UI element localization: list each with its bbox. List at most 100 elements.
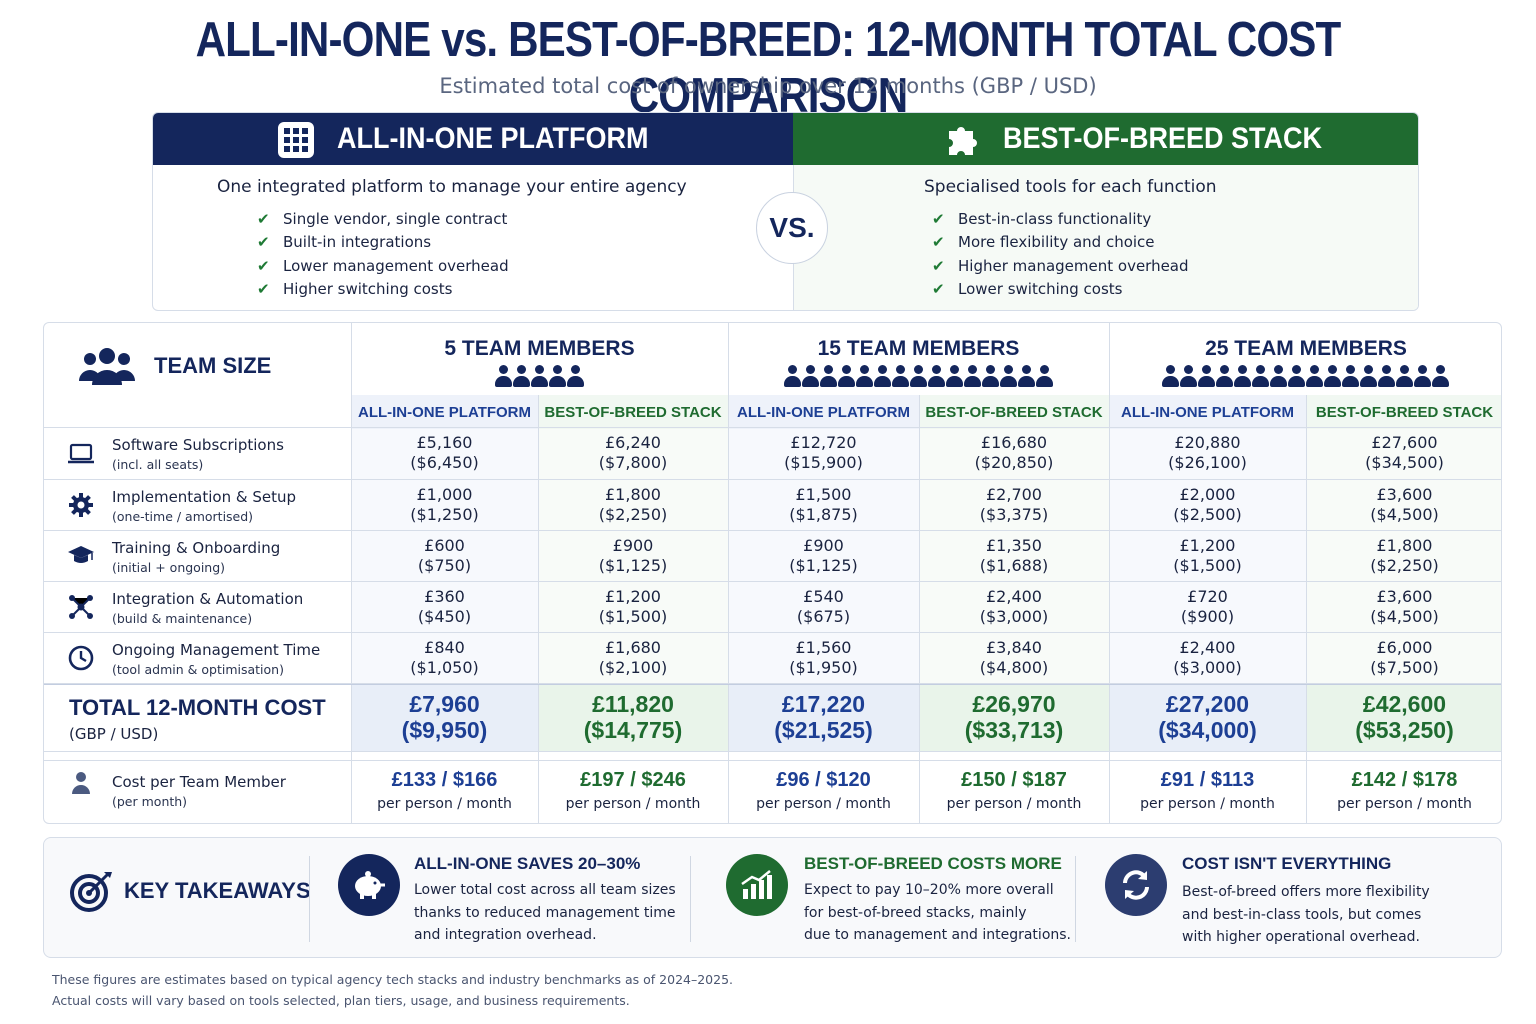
person-icon [1180,365,1197,389]
grid-line [44,479,1501,480]
person-icon [549,365,566,389]
person-icon [531,365,548,389]
column-background [919,427,1109,683]
grid-line [44,530,1501,531]
best-of-breed-heading: BEST-OF-BREED STACK [1003,122,1323,155]
per-member-cell: £197 / $246 per person / month [565,769,701,812]
row-subtitle: (one-time / amortised) [112,509,254,524]
table-cell: £2,000 ($2,500) [1173,485,1242,524]
person-icon [495,365,512,389]
column-header-best-of-breed: BEST-OF-BREED STACK [1306,395,1501,429]
table-cell: £2,400 ($3,000) [979,587,1049,626]
table-cell: £5,160 ($6,450) [410,433,479,472]
table-cell: £3,600 ($4,500) [1370,485,1439,524]
person-icon [928,365,945,389]
table-cell: £1,560 ($1,950) [789,638,858,677]
person-icon [1162,365,1179,389]
table-cell: £600 ($750) [417,536,472,575]
grid-line [44,760,1501,761]
list-item: ✔ Built-in integrations [257,233,432,252]
table-cell: £840 ($1,050) [410,638,479,677]
column-background [1109,427,1306,683]
row-label: Ongoing Management Time (tool admin & opt… [112,641,320,677]
grid-line [44,632,1501,633]
comparison-panel: ALL-IN-ONE PLATFORM BEST-OF-BREED STACK … [152,112,1419,311]
row-title: Implementation & Setup [112,488,296,506]
person-icon [1432,365,1449,389]
check-icon: ✔ [932,280,945,299]
column-header-all-in-one: ALL-IN-ONE PLATFORM [351,395,538,429]
table-cell: £360 ($450) [417,587,472,626]
person-icon [910,365,927,389]
column-background [538,427,728,683]
check-icon: ✔ [257,209,270,228]
table-cell: £900 ($1,125) [598,536,668,575]
cost-table: TEAM SIZE 5 TEAM MEMBERS ALL-IN-ONE PLATF… [43,322,1502,824]
all-in-one-description: One integrated platform to manage your e… [217,177,687,197]
check-icon: ✔ [932,256,945,275]
all-in-one-points: ✔ Single vendor, single contract ✔ Built-i… [257,207,509,301]
check-icon: ✔ [932,209,945,228]
column-header-all-in-one: ALL-IN-ONE PLATFORM [728,395,919,429]
table-cell: £1,200 ($1,500) [1173,536,1242,575]
person-icon [1342,365,1359,389]
person-icon [1252,365,1269,389]
network-icon [66,592,96,622]
takeaway-text: Lower total cost across all team sizes t… [414,882,676,943]
table-cell: £12,720 ($15,900) [784,433,863,472]
footnote: These figures are estimates based on typ… [52,972,734,1008]
total-cell: £7,960 ($9,950) [401,691,488,743]
column-background [1306,427,1501,683]
total-title: TOTAL 12-MONTH COST [69,695,326,720]
takeaway-heading: BEST-OF-BREED COSTS MORE [804,854,1062,873]
clock-icon [66,643,96,673]
per-member-title: Cost per Team Member [112,773,286,791]
team-people-icons [784,365,1053,389]
grid-line [44,427,1501,428]
table-cell: £2,400 ($3,000) [1173,638,1242,677]
per-member-subtitle: (per month) [112,794,188,809]
person-icon [1306,365,1323,389]
person-icon [1288,365,1305,389]
column-header-best-of-breed: BEST-OF-BREED STACK [919,395,1109,429]
divider [690,856,691,942]
table-cell: £1,200 ($1,500) [598,587,668,626]
person-icon [892,365,909,389]
per-member-cell: £133 / $166 per person / month [377,769,512,812]
list-item: ✔ Higher management overhead [932,256,1189,275]
total-cell-background [351,685,538,751]
divider [1075,856,1076,942]
best-of-breed-body: Specialised tools for each function ✔ Bes… [793,165,1418,310]
person-icon [1234,365,1251,389]
team-size-label: TEAM SIZE [154,353,272,378]
column-background [728,427,919,683]
row-title: Integration & Automation [112,590,304,608]
list-item: ✔ Higher switching costs [257,280,453,299]
best-of-breed-description: Specialised tools for each function [924,177,1217,197]
per-member-cell: £91 / $113 per person / month [1140,769,1275,812]
key-takeaways: KEY TAKEAWAYS ALL-IN-ONE SAVES 20–30% Lo… [43,837,1502,958]
per-member-label: Cost per Team Member (per month) [112,773,286,809]
refresh-icon [1105,854,1167,916]
grid-line [728,323,729,823]
column-background [351,427,538,683]
table-cell: £1,500 ($1,875) [789,485,858,524]
all-in-one-header: ALL-IN-ONE PLATFORM [153,113,793,165]
grid-line [538,395,539,823]
person-icon [1018,365,1035,389]
total-cell-background [1306,685,1501,751]
check-icon: ✔ [257,256,270,275]
row-label: Implementation & Setup (one-time / amorti… [112,488,296,524]
check-icon: ✔ [257,280,270,299]
table-cell: £27,600 ($34,500) [1365,433,1444,472]
takeaway-heading: ALL-IN-ONE SAVES 20–30% [414,854,641,873]
grid-line [44,683,1501,684]
piggy-bank-icon [338,854,400,916]
grid-line [44,684,1501,685]
grid-line [1109,323,1110,823]
person-icon [1216,365,1233,389]
person-icon [820,365,837,389]
team-people-icons [1162,365,1449,389]
row-subtitle: (incl. all seats) [112,457,204,472]
person-icon [1414,365,1431,389]
